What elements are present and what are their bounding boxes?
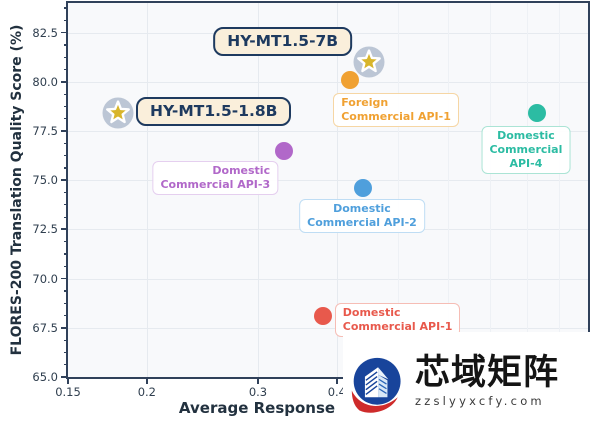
x-tick-label: 0.3 bbox=[248, 385, 268, 399]
y-minor-tick-mark bbox=[64, 93, 67, 95]
y-minor-tick-mark bbox=[64, 351, 67, 354]
grid-line-h bbox=[68, 81, 588, 83]
star-icon bbox=[102, 97, 134, 129]
point-label: Domestic Commercial API-3 bbox=[152, 160, 279, 195]
y-minor-tick-mark bbox=[64, 265, 67, 267]
x-tick-mark bbox=[256, 379, 259, 384]
grid-line-v-minor bbox=[559, 3, 561, 377]
data-point-star bbox=[351, 44, 387, 80]
model-annotation: HY-MT1.5-7B bbox=[213, 27, 353, 57]
grid-line-h bbox=[68, 278, 588, 280]
y-tick-label: 80.0 bbox=[32, 74, 58, 89]
y-tick-label: 77.5 bbox=[32, 123, 58, 138]
grid-line-v-minor bbox=[447, 3, 449, 377]
watermark-brand: 芯域矩阵 bbox=[415, 353, 560, 394]
y-minor-tick-mark bbox=[64, 191, 67, 194]
point-label: Domestic Commercial API-2 bbox=[299, 199, 425, 234]
y-minor-tick-mark bbox=[64, 253, 67, 255]
x-tick-mark bbox=[145, 379, 148, 384]
x-axis-label: Average Response bbox=[178, 399, 336, 417]
y-minor-tick-mark bbox=[64, 290, 67, 292]
y-minor-tick-mark bbox=[64, 44, 67, 46]
y-tick-mark bbox=[61, 326, 67, 329]
y-tick-label: 82.5 bbox=[32, 25, 58, 40]
y-minor-tick-mark bbox=[64, 68, 67, 71]
y-axis-label: FLORES-200 Translation Quality Score (%) bbox=[9, 24, 25, 356]
y-minor-tick-mark bbox=[64, 167, 67, 169]
y-minor-tick-mark bbox=[64, 314, 67, 317]
y-minor-tick-mark bbox=[64, 19, 67, 21]
y-minor-tick-mark bbox=[64, 7, 67, 9]
watermark: 芯域矩阵 zzslyyxcfy.com bbox=[343, 332, 600, 431]
x-tick-mark bbox=[335, 379, 338, 384]
y-tick-label: 67.5 bbox=[32, 320, 58, 335]
y-tick-label: 65.0 bbox=[32, 370, 58, 384]
y-minor-tick-mark bbox=[64, 241, 67, 243]
x-tick-label: 0.4 bbox=[327, 385, 346, 399]
y-tick-mark bbox=[61, 228, 67, 231]
y-tick-mark bbox=[61, 80, 67, 83]
grid-line-v-minor bbox=[398, 3, 399, 377]
data-point-dot bbox=[353, 179, 372, 198]
y-tick-mark bbox=[61, 31, 67, 34]
y-tick-mark bbox=[61, 376, 67, 378]
y-minor-tick-mark bbox=[64, 155, 67, 157]
grid-line-v bbox=[146, 3, 148, 377]
grid-line-v-minor bbox=[526, 3, 528, 377]
x-tick-label: 0.15 bbox=[55, 385, 81, 399]
y-tick-mark bbox=[61, 277, 67, 280]
y-minor-tick-mark bbox=[64, 364, 67, 366]
grid-line-h bbox=[68, 180, 588, 182]
grid-line-h bbox=[68, 130, 588, 132]
grid-line-v bbox=[336, 3, 338, 377]
y-minor-tick-mark bbox=[64, 302, 67, 304]
model-annotation: HY-MT1.5-1.8B bbox=[135, 97, 292, 127]
y-minor-tick-mark bbox=[64, 216, 67, 218]
y-tick-mark bbox=[61, 179, 67, 181]
data-point-dot bbox=[341, 70, 360, 89]
star-icon bbox=[353, 46, 385, 78]
y-minor-tick-mark bbox=[64, 105, 67, 108]
watermark-domain: zzslyyxcfy.com bbox=[415, 393, 545, 408]
data-point-dot bbox=[527, 104, 546, 123]
y-tick-label: 70.0 bbox=[32, 271, 58, 286]
data-point-star bbox=[100, 95, 136, 131]
y-tick-label: 72.5 bbox=[32, 222, 58, 237]
x-tick-mark bbox=[67, 379, 69, 384]
y-tick-mark bbox=[61, 129, 67, 132]
data-point-dot bbox=[275, 141, 294, 160]
y-tick-label: 75.0 bbox=[32, 173, 58, 188]
y-minor-tick-mark bbox=[64, 204, 67, 206]
y-minor-tick-mark bbox=[64, 118, 67, 120]
point-label: Foreign Commercial API-1 bbox=[333, 92, 459, 127]
point-label: Domestic Commercial API-4 bbox=[481, 126, 571, 175]
watermark-logo-icon bbox=[351, 357, 401, 413]
y-minor-tick-mark bbox=[64, 339, 67, 341]
data-point-dot bbox=[313, 306, 332, 325]
x-tick-label: 0.2 bbox=[137, 385, 156, 399]
grid-line-v-minor bbox=[490, 3, 492, 377]
grid-line-h bbox=[68, 327, 588, 329]
y-minor-tick-mark bbox=[64, 56, 67, 58]
y-minor-tick-mark bbox=[64, 142, 67, 144]
